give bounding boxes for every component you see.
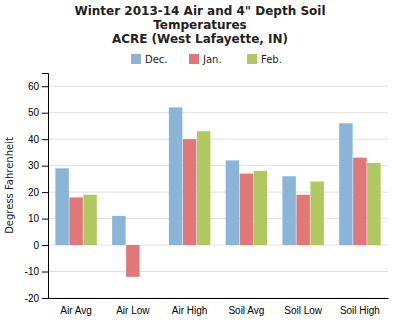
plot: -20 -10 0 10 20 30 40 50 60 Air Avg Air Low Air Hig… [25, 74, 389, 317]
y-axis-label: Degress Fahrenheit [4, 137, 15, 234]
legend: Dec. Jan. Feb. [131, 54, 282, 65]
bar [126, 245, 139, 277]
tick: Soil High [340, 305, 380, 316]
tick-label: Air High [172, 305, 208, 316]
tick-mark [42, 219, 48, 220]
tick-label: Soil Avg [228, 305, 264, 316]
tick-label: 50 [28, 107, 40, 118]
bar [339, 123, 352, 245]
axis-line [49, 298, 389, 299]
tick-mark [42, 86, 48, 87]
title-line: Winter 2013-14 Air and 4" Depth Soil [74, 4, 325, 18]
tick-label: 0 [33, 240, 39, 251]
tick: 10 [28, 213, 48, 224]
tick: 0 [33, 240, 48, 251]
bar [353, 158, 366, 245]
bar [169, 107, 182, 245]
tick-label: Soil High [340, 305, 380, 316]
grid-line [48, 112, 388, 113]
legend-item: Jan. [189, 54, 222, 65]
grid-line [48, 245, 388, 246]
legend-item: Feb. [247, 54, 282, 65]
title-line: Temperatures [153, 18, 246, 32]
title-line: ACRE (West Lafayette, IN) [112, 32, 288, 46]
tick-mark [42, 272, 48, 273]
bar [240, 174, 253, 245]
bar [140, 245, 153, 246]
bar [310, 182, 323, 246]
tick-mark [42, 192, 48, 193]
legend-label: Feb. [261, 54, 282, 65]
tick-mark [42, 245, 48, 246]
grid-line [48, 298, 388, 299]
bar [197, 131, 210, 245]
tick-mark [42, 298, 48, 299]
grid-line [48, 218, 388, 219]
tick-label: 60 [28, 81, 40, 92]
x-axis: Air Avg Air Low Air High Soil Avg Soil Low So… [49, 299, 389, 317]
tick-mark [42, 113, 48, 114]
tick: 20 [28, 187, 48, 198]
tick: Air Low [116, 305, 150, 316]
tick: 40 [28, 134, 48, 145]
tick: -10 [25, 266, 48, 277]
grid [48, 86, 388, 298]
tick: Air High [172, 305, 208, 316]
tick: Air Avg [60, 305, 92, 316]
bar [254, 171, 267, 245]
tick: 50 [28, 107, 48, 118]
grid-line [48, 139, 388, 140]
tick: 60 [28, 81, 48, 92]
tick-label: Air Low [116, 305, 150, 316]
grid-line [48, 192, 388, 193]
title: Winter 2013-14 Air and 4" Depth SoilTemp… [74, 4, 325, 46]
bar [183, 139, 196, 245]
bar [112, 216, 125, 245]
legend-item: Dec. [131, 54, 168, 65]
chart: Winter 2013-14 Air and 4" Depth SoilTemp… [0, 0, 400, 324]
bar [296, 195, 309, 245]
bar [55, 168, 68, 245]
legend-label: Dec. [145, 54, 168, 65]
bar [226, 160, 239, 245]
tick-label: -10 [25, 266, 40, 277]
bar [282, 176, 295, 245]
grid-line [48, 165, 388, 166]
tick: Soil Low [284, 305, 323, 316]
legend-swatch [189, 54, 199, 64]
tick-label: 10 [28, 213, 40, 224]
tick-label: Air Avg [60, 305, 92, 316]
tick-label: 30 [28, 160, 40, 171]
tick-label: Soil Low [284, 305, 323, 316]
tick-label: -20 [25, 293, 40, 304]
grid-line [48, 86, 388, 87]
grid-line [48, 271, 388, 272]
bar [69, 197, 82, 245]
legend-label: Jan. [202, 54, 222, 65]
tick-label: 20 [28, 187, 40, 198]
tick: 30 [28, 160, 48, 171]
tick: -20 [25, 293, 48, 304]
bar [367, 163, 380, 245]
bar [83, 195, 96, 245]
tick-label: 40 [28, 134, 40, 145]
tick: Soil Avg [228, 305, 264, 316]
axis-line [42, 74, 49, 299]
y-axis: -20 -10 0 10 20 30 40 50 60 [25, 74, 49, 304]
legend-swatch [247, 54, 257, 64]
tick-mark [42, 139, 48, 140]
bars [55, 107, 380, 276]
tick-mark [42, 166, 48, 167]
legend-swatch [131, 54, 141, 64]
